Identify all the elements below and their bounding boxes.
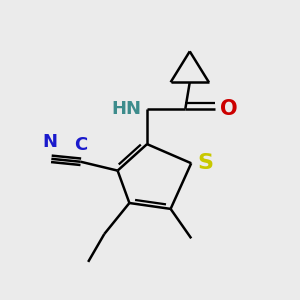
Text: C: C: [74, 136, 87, 154]
Text: N: N: [42, 134, 57, 152]
Text: O: O: [220, 99, 238, 119]
Text: S: S: [198, 153, 214, 173]
Text: HN: HN: [111, 100, 141, 118]
